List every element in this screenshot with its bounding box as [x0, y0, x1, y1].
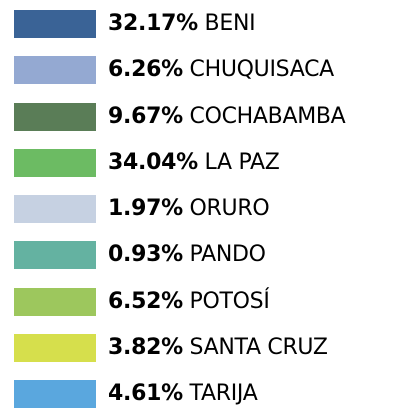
swatch [14, 380, 96, 408]
region-name: SANTA CRUZ [189, 334, 328, 360]
swatch [14, 148, 96, 177]
legend-label: 1.97% ORURO [108, 194, 270, 224]
percent: 4.61% [108, 381, 183, 406]
legend-label: 0.93% PANDO [108, 240, 266, 270]
legend-label: 4.61% TARIJA [108, 379, 258, 409]
percent: 34.04% [108, 149, 198, 175]
legend-label: 3.82% SANTA CRUZ [108, 333, 328, 363]
region-name: ORURO [189, 196, 270, 221]
swatch [14, 195, 96, 223]
percent: 6.26% [108, 57, 183, 83]
percent: 6.52% [108, 288, 183, 314]
swatch [14, 10, 96, 38]
swatch [14, 56, 96, 85]
region-name: TARIJA [189, 381, 258, 406]
legend-item: 34.04% LA PAZ [0, 148, 406, 178]
region-name: CHUQUISACA [189, 57, 335, 83]
swatch [14, 102, 96, 131]
legend-label: 6.26% CHUQUISACA [108, 55, 334, 85]
legend-item: 3.82% SANTA CRUZ [0, 333, 406, 363]
percent: 9.67% [108, 103, 183, 129]
region-name: PANDO [189, 242, 266, 268]
legend-item: 4.61% TARIJA [0, 379, 406, 409]
legend-label: 6.52% POTOSÍ [108, 287, 270, 317]
swatch [14, 241, 96, 270]
swatch [14, 287, 96, 316]
region-name: LA PAZ [204, 149, 280, 175]
percent: 3.82% [108, 334, 183, 360]
legend-item: 0.93% PANDO [0, 240, 406, 270]
legend-label: 34.04% LA PAZ [108, 148, 280, 178]
percent: 32.17% [108, 11, 198, 36]
legend-label: 9.67% COCHABAMBA [108, 102, 346, 132]
percent: 0.93% [108, 242, 183, 268]
swatch [14, 333, 96, 362]
region-name: COCHABAMBA [189, 103, 346, 129]
legend-item: 32.17% BENI [0, 9, 406, 39]
percent: 1.97% [108, 196, 183, 221]
legend-item: 9.67% COCHABAMBA [0, 102, 406, 132]
legend-item: 6.52% POTOSÍ [0, 287, 406, 317]
legend-item: 6.26% CHUQUISACA [0, 55, 406, 85]
legend-item: 1.97% ORURO [0, 194, 406, 224]
legend-label: 32.17% BENI [108, 9, 256, 39]
region-name: BENI [204, 11, 256, 36]
region-name: POTOSÍ [189, 288, 270, 314]
